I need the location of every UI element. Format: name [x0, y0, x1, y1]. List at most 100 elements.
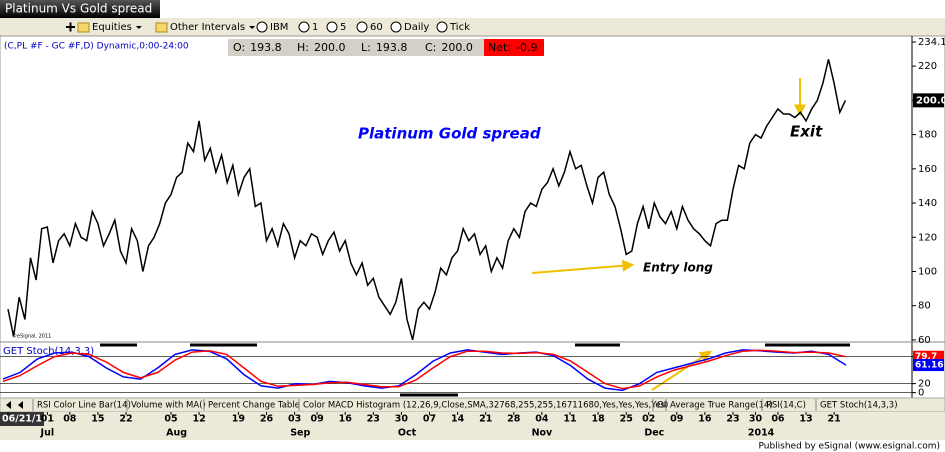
copyright: ©eSignal, 2011 — [12, 333, 51, 340]
toolbar-item: 60 — [370, 22, 383, 33]
item-icon — [326, 21, 338, 33]
y-tick-label: 160 — [918, 164, 937, 175]
ohlc-box — [228, 39, 544, 56]
ohlc-label: C: — [425, 41, 436, 54]
x-tick-label: 28 — [507, 414, 521, 425]
last-value-box — [913, 359, 944, 372]
x-tick-label: 16 — [698, 414, 712, 425]
dropdown-arrow — [135, 26, 142, 29]
month-label: Oct — [398, 428, 417, 439]
net-box — [484, 39, 544, 56]
stoch-title: GET Stoch(14,3,3) — [3, 346, 94, 357]
last-value-label: 61.16 — [915, 361, 943, 371]
tab: Color MACD Histogram (12,26,9,Close,SMA,… — [303, 401, 668, 411]
x-axis-area — [0, 412, 945, 440]
line — [7, 59, 847, 341]
x-tick-label: 30 — [749, 414, 763, 425]
tab: Volume with MA() — [131, 401, 206, 411]
month-label: Nov — [532, 428, 553, 439]
ohlc-value: 193.8 — [376, 41, 408, 54]
x-tick-label: 21 — [828, 414, 841, 425]
x-tick-label: 16 — [339, 414, 353, 425]
x-tick-label: 02 — [642, 414, 655, 425]
tab: Average True Range(14) — [670, 401, 773, 411]
x-tick-label: 09 — [310, 414, 323, 425]
y-tick-label: 20 — [918, 379, 931, 390]
tab: RSI(14,C) — [766, 401, 806, 411]
y-tick-label: 140 — [918, 198, 937, 209]
tab: RSI Color Line Bar(14) — [37, 401, 131, 411]
x-tick-label: 15 — [91, 414, 104, 425]
x-tick-label: 06/21/13 — [2, 414, 49, 425]
y-tick-label: 220 — [918, 61, 937, 72]
y-tick-label: 0 — [918, 388, 924, 399]
toolbar — [0, 18, 945, 36]
x-tick-label: 22 — [119, 414, 132, 425]
x-tick-label: 21 — [479, 414, 492, 425]
x-tick-label: 11 — [563, 414, 576, 425]
x-tick-label: 03 — [288, 414, 301, 425]
x-tick-label: 09 — [670, 414, 683, 425]
toolbar-item: Equities — [92, 22, 132, 33]
x-tick-label: 07 — [423, 414, 436, 425]
tab-scroll — [6, 401, 23, 409]
tab: OI — [657, 401, 666, 411]
chart-area — [0, 35, 945, 413]
annotation: Entry long — [643, 261, 713, 275]
x-tick-label: 06 — [771, 414, 785, 425]
y-tick-label: 120 — [918, 232, 937, 243]
footer: Published by eSignal (www.esignal.com) — [758, 442, 940, 452]
item-icon — [298, 21, 310, 33]
month-label: Aug — [166, 428, 187, 439]
last-value-label: 79.7 — [915, 352, 937, 362]
x-tick-label: 01 — [41, 414, 54, 425]
annotation: Exit — [790, 123, 823, 141]
ohlc-label: L: — [361, 41, 371, 54]
tab: Percent Change Table — [208, 401, 300, 411]
line — [2, 349, 847, 390]
ohlc-value: 200.0 — [314, 41, 346, 54]
folder-icon — [155, 22, 168, 33]
start-date-box — [0, 412, 44, 426]
arrow — [531, 259, 635, 274]
y-tick-label: 180 — [918, 130, 937, 141]
window-title: Platinum Vs Gold spread — [5, 2, 152, 16]
item-icon — [356, 21, 368, 33]
ohlc-label: O: — [233, 41, 245, 54]
ohlc-value: 200.0 — [441, 41, 473, 54]
folder-icon — [77, 22, 90, 33]
footer-area — [0, 440, 945, 452]
toolbar-item: IBM — [270, 22, 288, 33]
toolbar-item: 5 — [340, 22, 346, 33]
x-tick-label: 12 — [192, 414, 205, 425]
x-tick-label: 23 — [726, 414, 739, 425]
toolbar-item: Other Intervals — [170, 22, 245, 33]
plus-icon — [66, 22, 75, 32]
month-label: 2014 — [748, 428, 775, 439]
x-tick-label: 30 — [395, 414, 409, 425]
title-bar — [0, 0, 160, 18]
net-label: Net: — [488, 41, 511, 54]
x-tick-label: 14 — [451, 414, 465, 425]
annotation-bars — [100, 343, 850, 397]
month-label: Jul — [40, 428, 55, 439]
x-tick-label: 23 — [367, 414, 380, 425]
x-tick-label: 18 — [591, 414, 605, 425]
dropdown-arrow — [249, 26, 256, 29]
y-tick-label: 234.1 — [918, 37, 945, 48]
month-label: Dec — [644, 428, 664, 439]
item-icon — [390, 21, 402, 33]
ohlc-label: H: — [297, 41, 309, 54]
x-tick-label: 26 — [260, 414, 274, 425]
y-tick-label: 100 — [918, 266, 937, 277]
symbol: (C,PL #F - GC #F,D) Dynamic,0:00-24:00 — [4, 42, 189, 52]
last-value-box — [913, 93, 944, 108]
ohlc-value: 193.8 — [250, 41, 282, 54]
x-tick-label: 25 — [620, 414, 633, 425]
x-tick-label: 19 — [232, 414, 245, 425]
toolbar-item: Tick — [449, 22, 470, 33]
toolbar-item: Daily — [404, 22, 429, 33]
tab: GET Stoch(14,3,3) — [820, 401, 898, 411]
